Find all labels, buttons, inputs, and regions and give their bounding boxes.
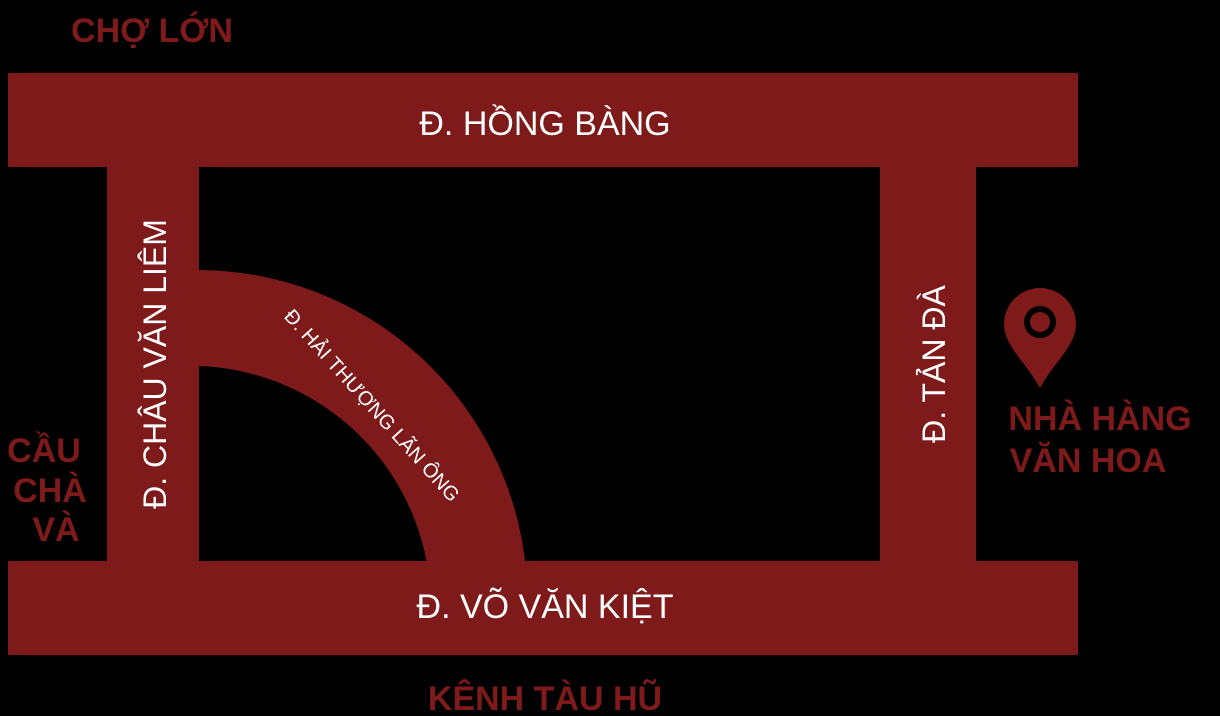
area-label-cau-cha-va-line-3: VÀ xyxy=(32,511,79,549)
area-label-cau-cha-va: CẦU CHÀ VÀ xyxy=(7,432,87,549)
road-label-vo-van-kiet: Đ. VÕ VĂN KIỆT xyxy=(417,588,674,626)
restaurant-marker[interactable]: NHÀ HÀNG VĂN HOA xyxy=(1004,288,1192,480)
restaurant-name-line-2[interactable]: VĂN HOA xyxy=(1010,442,1167,480)
roads-layer xyxy=(8,73,1078,655)
road-chau-van-liem xyxy=(107,150,199,580)
road-label-tan-da: Đ. TẢN ĐÀ xyxy=(916,285,952,443)
location-pin-icon[interactable] xyxy=(1004,288,1076,388)
road-tan-da xyxy=(880,150,976,580)
restaurant-name-line-1[interactable]: NHÀ HÀNG xyxy=(1008,400,1191,438)
area-label-cho-lon: CHỢ LỚN xyxy=(71,12,233,50)
road-hai-thuong-lan-ong xyxy=(198,270,526,570)
area-label-cau-cha-va-line-2: CHÀ xyxy=(13,472,87,510)
area-label-kenh-tau-hu: KÊNH TÀU HŨ xyxy=(428,680,662,716)
area-label-cau-cha-va-line-1: CẦU xyxy=(7,432,81,470)
road-label-hong-bang: Đ. HỒNG BÀNG xyxy=(419,105,670,143)
road-label-chau-van-liem: Đ. CHÂU VĂN LIÊM xyxy=(137,219,173,509)
